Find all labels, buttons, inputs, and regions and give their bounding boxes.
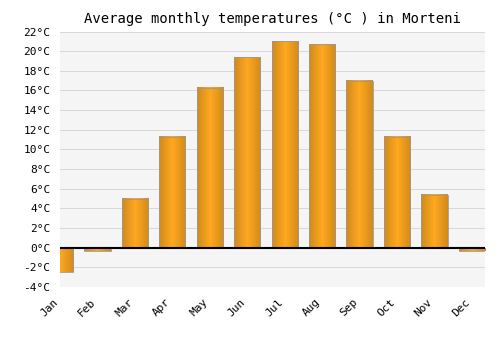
Bar — [459, 248, 485, 251]
Bar — [422, 195, 448, 248]
Bar — [122, 198, 148, 248]
Bar — [196, 88, 223, 248]
Bar — [84, 248, 110, 251]
Bar — [272, 41, 298, 248]
Bar — [384, 136, 410, 248]
Bar — [422, 195, 448, 248]
Bar — [196, 88, 223, 248]
Bar — [346, 80, 372, 248]
Bar — [47, 248, 73, 272]
Bar — [384, 136, 410, 248]
Bar — [309, 44, 335, 248]
Bar — [459, 248, 485, 251]
Bar — [346, 80, 372, 248]
Bar — [159, 136, 186, 248]
Bar — [309, 44, 335, 248]
Bar — [272, 41, 298, 248]
Bar — [47, 248, 73, 272]
Title: Average monthly temperatures (°C ) in Morteni: Average monthly temperatures (°C ) in Mo… — [84, 12, 461, 26]
Bar — [122, 198, 148, 248]
Bar — [84, 248, 110, 251]
Bar — [159, 136, 186, 248]
Bar — [234, 57, 260, 248]
Bar — [234, 57, 260, 248]
